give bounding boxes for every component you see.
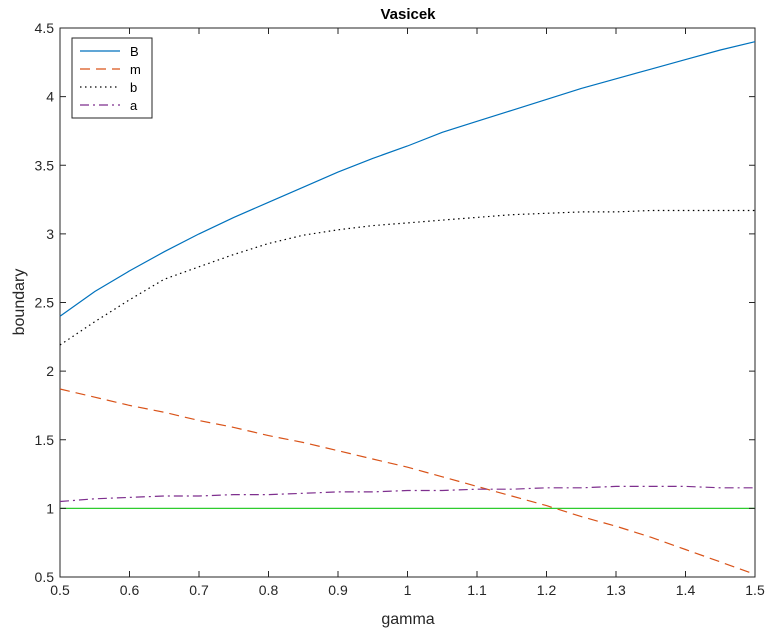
x-tick-label: 1.3: [606, 582, 626, 598]
x-axis-label: gamma: [381, 611, 434, 628]
x-tick-label: 1.4: [676, 582, 696, 598]
x-tick-label: 0.9: [328, 582, 348, 598]
x-tick-label: 1: [404, 582, 412, 598]
y-tick-label: 3: [46, 226, 54, 242]
legend-label-B: B: [130, 44, 139, 59]
chart-title: Vasicek: [380, 6, 436, 23]
x-tick-label: 0.7: [189, 582, 209, 598]
legend-label-a: a: [130, 98, 138, 113]
x-tick-label: 1.5: [745, 582, 765, 598]
x-axis: 0.5 0.6 0.7 0.8 0.9 1 1.1 1.2 1.3 1.4 1.5: [50, 28, 765, 598]
y-tick-label: 1: [46, 500, 54, 516]
y-tick-label: 4.5: [35, 20, 55, 36]
legend-box: [71, 37, 153, 119]
series-line-m: [59, 388, 756, 575]
series-line-a: [59, 485, 755, 503]
y-axis: 0.5 1 1.5 2 2.5 3 3.5 4 4.5: [35, 20, 755, 585]
x-tick-label: 1.1: [467, 582, 487, 598]
y-tick-label: 3.5: [35, 157, 55, 173]
legend-label-b: b: [130, 80, 137, 95]
y-tick-label: 1.5: [35, 432, 55, 448]
y-tick-label: 2: [46, 363, 54, 379]
x-tick-label: 0.8: [259, 582, 279, 598]
x-tick-label: 0.6: [120, 582, 140, 598]
x-tick-label: 0.5: [50, 582, 70, 598]
y-tick-label: 4: [46, 89, 54, 105]
y-tick-label: 0.5: [35, 569, 55, 585]
y-axis-label: boundary: [11, 269, 28, 336]
y-tick-label: 2.5: [35, 295, 55, 311]
legend-label-m: m: [130, 62, 141, 77]
x-tick-label: 1.2: [537, 582, 557, 598]
series-line-b: [59, 209, 755, 346]
series-line-B: [59, 41, 756, 317]
